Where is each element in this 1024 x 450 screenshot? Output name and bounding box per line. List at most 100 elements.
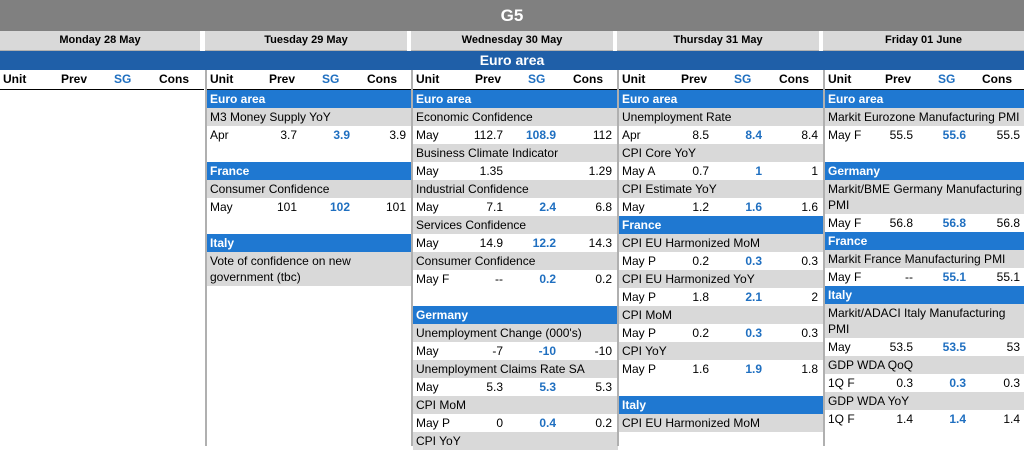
indicator-values: May 7.1 2.4 6.8: [413, 198, 618, 216]
value-sg: 12.2: [532, 236, 556, 250]
value-cons: 0.3: [1003, 376, 1020, 390]
value-cons: 1.4: [1003, 412, 1020, 426]
indicator-values: May P 0.2 0.3 0.3: [619, 252, 824, 270]
header-sg: SG: [938, 72, 956, 86]
indicator-name: CPI EU Harmonized MoM: [619, 414, 824, 432]
indicator-name: Unemployment Claims Rate SA: [413, 360, 618, 378]
value-prev: 55.5: [889, 128, 913, 142]
indicator-name: Industrial Confidence: [413, 180, 618, 198]
value-cons: 101: [385, 200, 406, 214]
value-unit: May: [416, 344, 439, 358]
value-sg: 0.3: [745, 326, 762, 340]
indicator-name: GDP WDA YoY: [825, 392, 1024, 410]
indicator-values: Apr 3.7 3.9 3.9: [207, 126, 412, 144]
country-band: Italy: [619, 396, 824, 414]
value-cons: 53: [1006, 340, 1020, 354]
value-cons: 55.1: [996, 270, 1020, 284]
indicator-values: Apr 8.5 8.4 8.4: [619, 126, 824, 144]
spacer: [207, 216, 412, 234]
day-label-tuesday: Tuesday 29 May: [205, 31, 407, 51]
header-cons: Cons: [982, 72, 1012, 86]
indicator-name: CPI MoM: [413, 396, 618, 414]
value-sg: 2.4: [539, 200, 556, 214]
column-header: Unit Prev SG Cons: [825, 70, 1024, 90]
header-prev: Prev: [61, 72, 88, 86]
value-unit: May F: [828, 216, 862, 230]
day-column-1: Unit Prev SG Cons Euro area M3 Money Supply Y…: [205, 70, 412, 446]
indicator-name: Markit/BME Germany Manufacturing PMI: [825, 180, 1024, 214]
indicator-values: May 5.3 5.3 5.3: [413, 378, 618, 396]
value-unit: May: [828, 340, 851, 354]
column-header: Unit Prev SG Cons: [413, 70, 618, 90]
indicator-values: May 1.2 1.6 1.6: [619, 198, 824, 216]
value-sg: 5.3: [539, 380, 556, 394]
value-cons: 6.8: [595, 200, 612, 214]
indicator-name: CPI YoY: [413, 432, 618, 450]
value-cons: 0.3: [801, 326, 818, 340]
value-unit: Apr: [210, 128, 229, 142]
value-prev: --: [905, 270, 913, 284]
header-unit: Unit: [622, 72, 646, 86]
indicator-name: Business Climate Indicator: [413, 144, 618, 162]
value-prev: 53.5: [889, 340, 913, 354]
indicator-name: CPI YoY: [619, 342, 824, 360]
value-cons: -10: [594, 344, 612, 358]
indicator-name: CPI EU Harmonized YoY: [619, 270, 824, 288]
value-unit: May F: [416, 272, 450, 286]
country-band: France: [207, 162, 412, 180]
header-sg: SG: [322, 72, 340, 86]
indicator-name: Consumer Confidence: [413, 252, 618, 270]
value-cons: 2: [811, 290, 818, 304]
value-cons: 0.3: [801, 254, 818, 268]
country-band: Euro area: [619, 90, 824, 108]
day-column-0: Unit Prev SG Cons: [0, 70, 204, 446]
indicator-name: M3 Money Supply YoY: [207, 108, 412, 126]
column-header: Unit Prev SG Cons: [619, 70, 824, 90]
value-unit: May A: [622, 164, 656, 178]
indicator-name: Economic Confidence: [413, 108, 618, 126]
value-unit: May P: [416, 416, 451, 430]
spacer: [825, 144, 1024, 162]
page-title: G5: [0, 0, 1024, 31]
value-sg: 53.5: [942, 340, 966, 354]
indicator-values: May 14.9 12.2 14.3: [413, 234, 618, 252]
spacer: [207, 144, 412, 162]
indicator-values: May F -- 0.2 0.2: [413, 270, 618, 288]
value-prev: 0.7: [692, 164, 709, 178]
country-band: Italy: [207, 234, 412, 252]
value-sg: 2.1: [745, 290, 762, 304]
value-cons: 5.3: [595, 380, 612, 394]
country-band: France: [825, 232, 1024, 250]
value-sg: 56.8: [942, 216, 966, 230]
value-cons: 1: [811, 164, 818, 178]
value-unit: May: [416, 236, 439, 250]
value-prev: 0.2: [692, 254, 709, 268]
value-cons: 0.2: [595, 416, 612, 430]
indicator-name: CPI Estimate YoY: [619, 180, 824, 198]
column-header: Unit Prev SG Cons: [207, 70, 412, 90]
indicator-values: May A 0.7 1 1: [619, 162, 824, 180]
value-unit: May P: [622, 290, 657, 304]
header-sg: SG: [734, 72, 752, 86]
day-column-3: Unit Prev SG Cons Euro area Unemployment Rate…: [617, 70, 824, 446]
value-sg: -10: [538, 344, 556, 358]
value-sg: 1.4: [949, 412, 966, 426]
value-unit: 1Q F: [828, 412, 855, 426]
value-sg: 8.4: [745, 128, 762, 142]
value-prev: 0.3: [896, 376, 913, 390]
value-cons: 3.9: [389, 128, 406, 142]
value-cons: 8.4: [801, 128, 818, 142]
value-prev: 1.4: [896, 412, 913, 426]
header-prev: Prev: [475, 72, 502, 86]
header-unit: Unit: [416, 72, 440, 86]
header-cons: Cons: [779, 72, 809, 86]
value-prev: 3.7: [280, 128, 297, 142]
day-column-2: Unit Prev SG Cons Euro area Economic Confiden…: [411, 70, 618, 450]
value-sg: 102: [329, 200, 350, 214]
indicator-values: May P 0.2 0.3 0.3: [619, 324, 824, 342]
country-band: Germany: [413, 306, 618, 324]
header-sg: SG: [528, 72, 546, 86]
value-unit: May: [416, 164, 439, 178]
indicator-name: CPI EU Harmonized MoM: [619, 234, 824, 252]
indicator-values: May P 0 0.4 0.2: [413, 414, 618, 432]
